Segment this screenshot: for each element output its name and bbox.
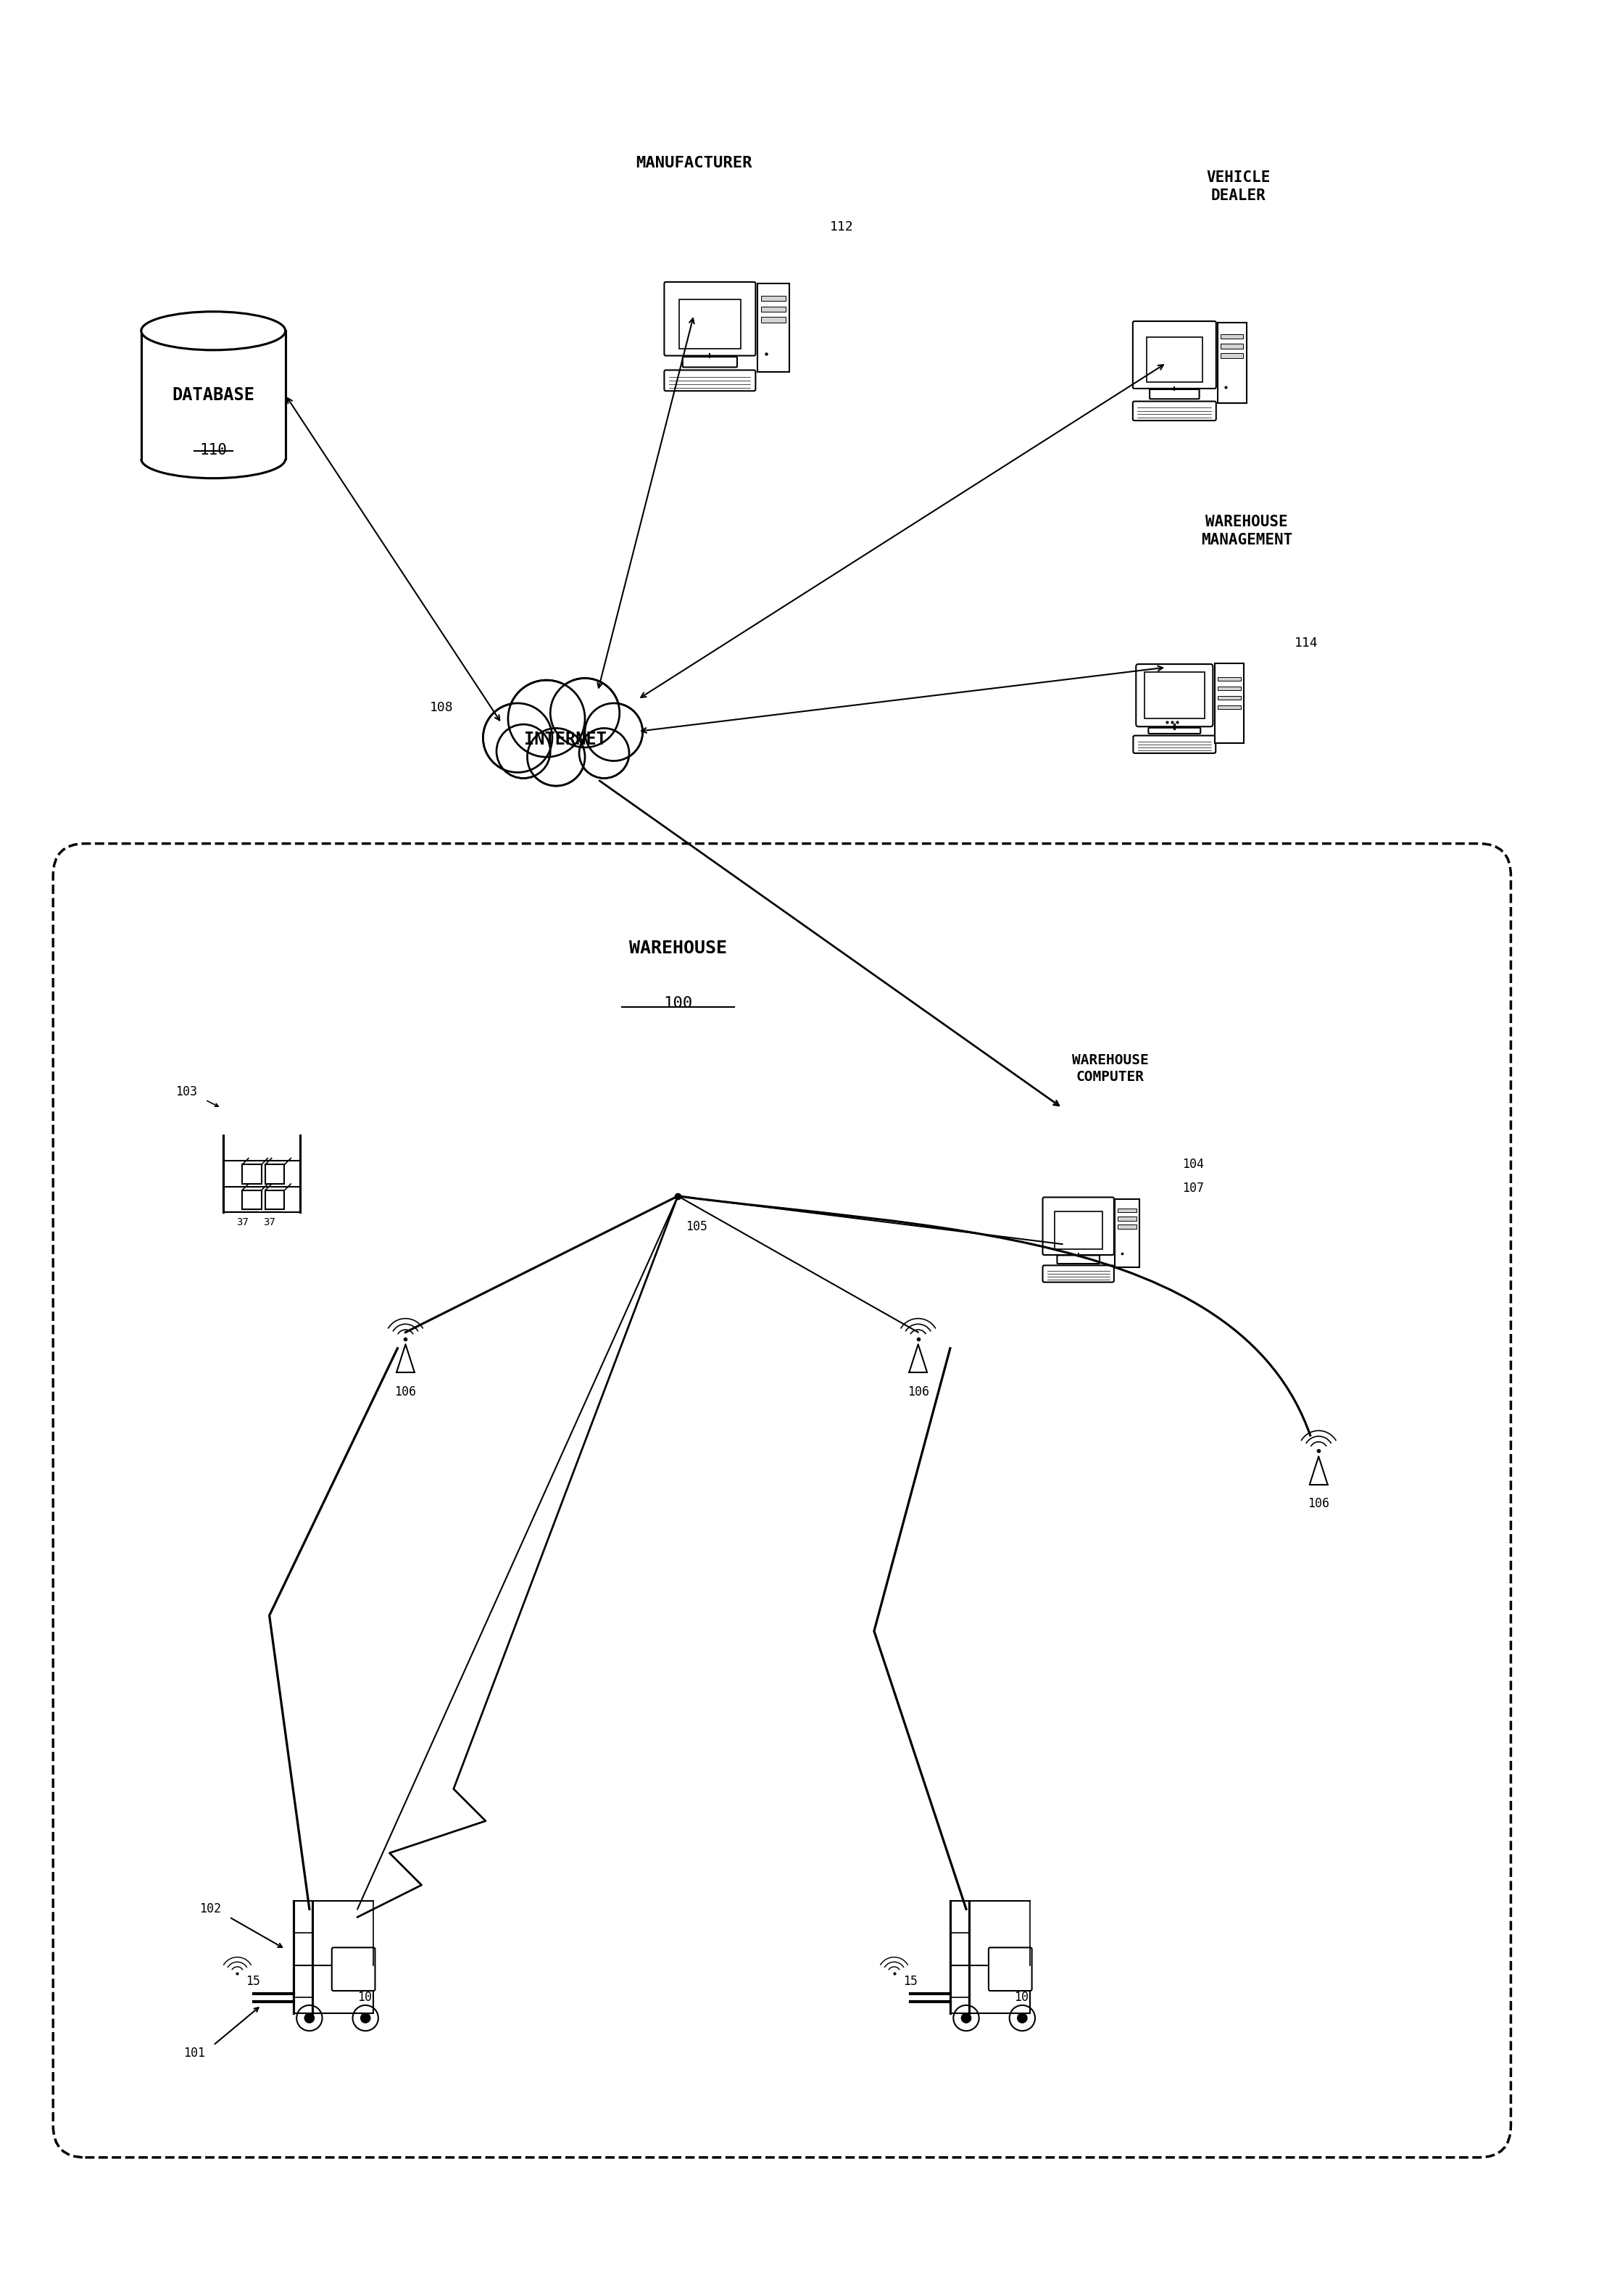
Bar <box>266 1164 284 1185</box>
FancyBboxPatch shape <box>1133 402 1215 420</box>
FancyBboxPatch shape <box>1133 321 1215 388</box>
Bar <box>1217 705 1241 709</box>
Text: 101: 101 <box>184 2046 205 2060</box>
Ellipse shape <box>142 312 285 349</box>
Circle shape <box>1017 2014 1027 2023</box>
Circle shape <box>498 726 550 776</box>
FancyBboxPatch shape <box>1133 735 1215 753</box>
Bar <box>1146 338 1203 381</box>
Bar <box>1220 333 1243 340</box>
FancyBboxPatch shape <box>664 370 756 390</box>
FancyBboxPatch shape <box>1043 1196 1114 1256</box>
Bar <box>142 331 285 459</box>
Text: 106: 106 <box>1307 1497 1330 1511</box>
Text: 114: 114 <box>1294 636 1319 650</box>
Text: 110: 110 <box>200 443 227 457</box>
Text: 37: 37 <box>263 1217 276 1226</box>
Circle shape <box>551 680 617 746</box>
Bar <box>758 285 790 372</box>
Text: WAREHOUSE
COMPUTER: WAREHOUSE COMPUTER <box>1072 1054 1149 1084</box>
Bar <box>242 1189 261 1210</box>
Bar <box>1117 1224 1136 1228</box>
Bar <box>761 317 785 321</box>
Circle shape <box>305 2014 314 2023</box>
FancyBboxPatch shape <box>1136 664 1212 726</box>
FancyBboxPatch shape <box>332 1947 376 1991</box>
Bar <box>761 305 785 312</box>
Bar <box>1217 696 1241 700</box>
Bar <box>1145 673 1204 719</box>
FancyBboxPatch shape <box>682 356 737 367</box>
Bar <box>761 296 785 301</box>
Circle shape <box>580 730 629 776</box>
Text: 107: 107 <box>1183 1182 1204 1194</box>
Text: 10: 10 <box>1014 1991 1028 2004</box>
Text: 10: 10 <box>358 1991 372 2004</box>
Text: 102: 102 <box>200 1903 221 1915</box>
Bar <box>1220 344 1243 349</box>
Bar <box>1117 1208 1136 1212</box>
Text: 104: 104 <box>1183 1157 1204 1171</box>
Text: MANUFACTURER: MANUFACTURER <box>635 156 753 170</box>
Bar <box>1217 324 1246 402</box>
Text: 108: 108 <box>430 700 453 714</box>
Bar <box>293 1965 374 2014</box>
Circle shape <box>961 2014 970 2023</box>
Bar <box>1117 1217 1136 1221</box>
FancyBboxPatch shape <box>1057 1256 1099 1263</box>
Text: INTERNET: INTERNET <box>524 730 608 748</box>
Bar <box>1217 677 1241 682</box>
Circle shape <box>587 705 642 760</box>
FancyBboxPatch shape <box>1043 1265 1114 1281</box>
Text: 100: 100 <box>663 996 693 1010</box>
Text: DATABASE: DATABASE <box>172 386 255 404</box>
Bar <box>679 298 742 349</box>
FancyBboxPatch shape <box>664 282 756 356</box>
Circle shape <box>485 705 551 771</box>
Text: WAREHOUSE
MANAGEMENT: WAREHOUSE MANAGEMENT <box>1201 514 1293 546</box>
Text: VEHICLE
DEALER: VEHICLE DEALER <box>1206 170 1270 202</box>
Circle shape <box>529 730 584 785</box>
Circle shape <box>509 682 584 755</box>
Bar <box>1215 664 1243 744</box>
Text: 112: 112 <box>830 220 854 234</box>
Text: 15: 15 <box>247 1975 261 1988</box>
FancyBboxPatch shape <box>1148 728 1201 735</box>
FancyBboxPatch shape <box>1149 390 1199 400</box>
Text: 105: 105 <box>685 1219 708 1233</box>
Bar <box>266 1189 284 1210</box>
Text: WAREHOUSE: WAREHOUSE <box>629 939 727 957</box>
Text: 37: 37 <box>235 1217 248 1226</box>
Text: 106: 106 <box>395 1384 416 1398</box>
Bar <box>1054 1210 1103 1249</box>
Bar <box>242 1164 261 1185</box>
Text: 15: 15 <box>903 1975 917 1988</box>
Bar <box>1116 1199 1140 1267</box>
Bar <box>1217 687 1241 691</box>
Bar <box>1220 354 1243 358</box>
Text: 103: 103 <box>176 1086 197 1097</box>
Circle shape <box>361 2014 371 2023</box>
Text: 106: 106 <box>908 1384 929 1398</box>
FancyBboxPatch shape <box>988 1947 1032 1991</box>
Bar <box>949 1965 1030 2014</box>
